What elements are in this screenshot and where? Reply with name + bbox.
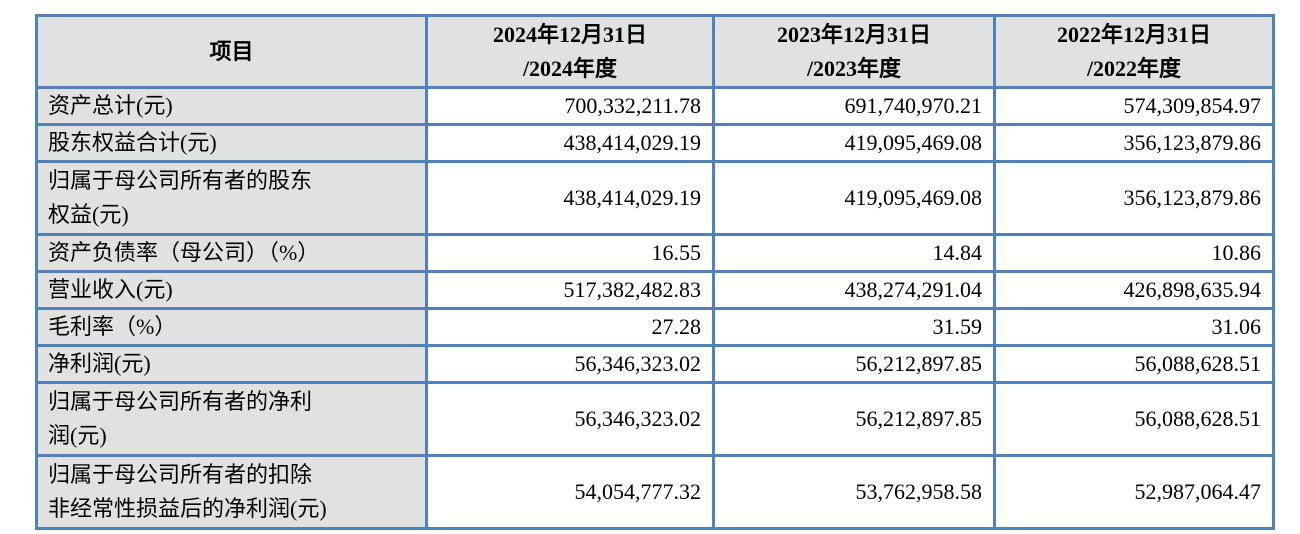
cell-value: 52,987,064.47	[993, 454, 1275, 530]
header-row: 项目 2024年12月31日 /2024年度 2023年12月31日 /2023…	[35, 14, 1275, 89]
cell-value: 426,898,635.94	[993, 270, 1275, 310]
table-row-total-equity: 股东权益合计(元) 438,414,029.19 419,095,469.08 …	[35, 123, 1275, 163]
table-row-total-assets: 资产总计(元) 700,332,211.78 691,740,970.21 57…	[35, 86, 1275, 126]
cell-value: 56,088,628.51	[993, 381, 1275, 457]
cell-value: 56,212,897.85	[712, 381, 996, 457]
table-row-parent-net-profit: 归属于母公司所有者的净利 润(元) 56,346,323.02 56,212,8…	[35, 381, 1275, 457]
table-row-debt-ratio: 资产负债率（母公司）（%） 16.55 14.84 10.86	[35, 233, 1275, 273]
row-label: 归属于母公司所有者的股东 权益(元)	[35, 160, 428, 236]
cell-value: 54,054,777.32	[425, 454, 715, 530]
cell-value: 419,095,469.08	[712, 123, 996, 163]
cell-value: 517,382,482.83	[425, 270, 715, 310]
row-label: 归属于母公司所有者的扣除 非经常性损益后的净利润(元)	[35, 454, 428, 530]
cell-value: 56,212,897.85	[712, 344, 996, 384]
row-label: 毛利率（%）	[35, 307, 428, 347]
cell-value: 31.06	[993, 307, 1275, 347]
row-label: 净利润(元)	[35, 344, 428, 384]
table-row-revenue: 营业收入(元) 517,382,482.83 438,274,291.04 42…	[35, 270, 1275, 310]
cell-value: 16.55	[425, 233, 715, 273]
column-header-2023: 2023年12月31日 /2023年度	[712, 14, 996, 89]
cell-value: 438,414,029.19	[425, 123, 715, 163]
cell-value: 56,346,323.02	[425, 344, 715, 384]
row-label: 资产总计(元)	[35, 86, 428, 126]
row-label: 归属于母公司所有者的净利 润(元)	[35, 381, 428, 457]
cell-value: 14.84	[712, 233, 996, 273]
financial-summary-table: 项目 2024年12月31日 /2024年度 2023年12月31日 /2023…	[35, 14, 1275, 530]
column-header-2024: 2024年12月31日 /2024年度	[425, 14, 715, 89]
cell-value: 31.59	[712, 307, 996, 347]
cell-value: 56,346,323.02	[425, 381, 715, 457]
cell-value: 438,274,291.04	[712, 270, 996, 310]
column-header-item: 项目	[35, 14, 428, 89]
table-row-parent-net-profit-excl-nonrecurring: 归属于母公司所有者的扣除 非经常性损益后的净利润(元) 54,054,777.3…	[35, 454, 1275, 530]
cell-value: 419,095,469.08	[712, 160, 996, 236]
cell-value: 27.28	[425, 307, 715, 347]
table-row-gross-margin: 毛利率（%） 27.28 31.59 31.06	[35, 307, 1275, 347]
row-label: 资产负债率（母公司）（%）	[35, 233, 428, 273]
cell-value: 356,123,879.86	[993, 123, 1275, 163]
cell-value: 356,123,879.86	[993, 160, 1275, 236]
table-row-net-profit: 净利润(元) 56,346,323.02 56,212,897.85 56,08…	[35, 344, 1275, 384]
cell-value: 574,309,854.97	[993, 86, 1275, 126]
cell-value: 438,414,029.19	[425, 160, 715, 236]
column-header-2022: 2022年12月31日 /2022年度	[993, 14, 1275, 89]
cell-value: 691,740,970.21	[712, 86, 996, 126]
cell-value: 700,332,211.78	[425, 86, 715, 126]
table-row-parent-equity: 归属于母公司所有者的股东 权益(元) 438,414,029.19 419,09…	[35, 160, 1275, 236]
row-label: 股东权益合计(元)	[35, 123, 428, 163]
row-label: 营业收入(元)	[35, 270, 428, 310]
cell-value: 56,088,628.51	[993, 344, 1275, 384]
cell-value: 10.86	[993, 233, 1275, 273]
cell-value: 53,762,958.58	[712, 454, 996, 530]
